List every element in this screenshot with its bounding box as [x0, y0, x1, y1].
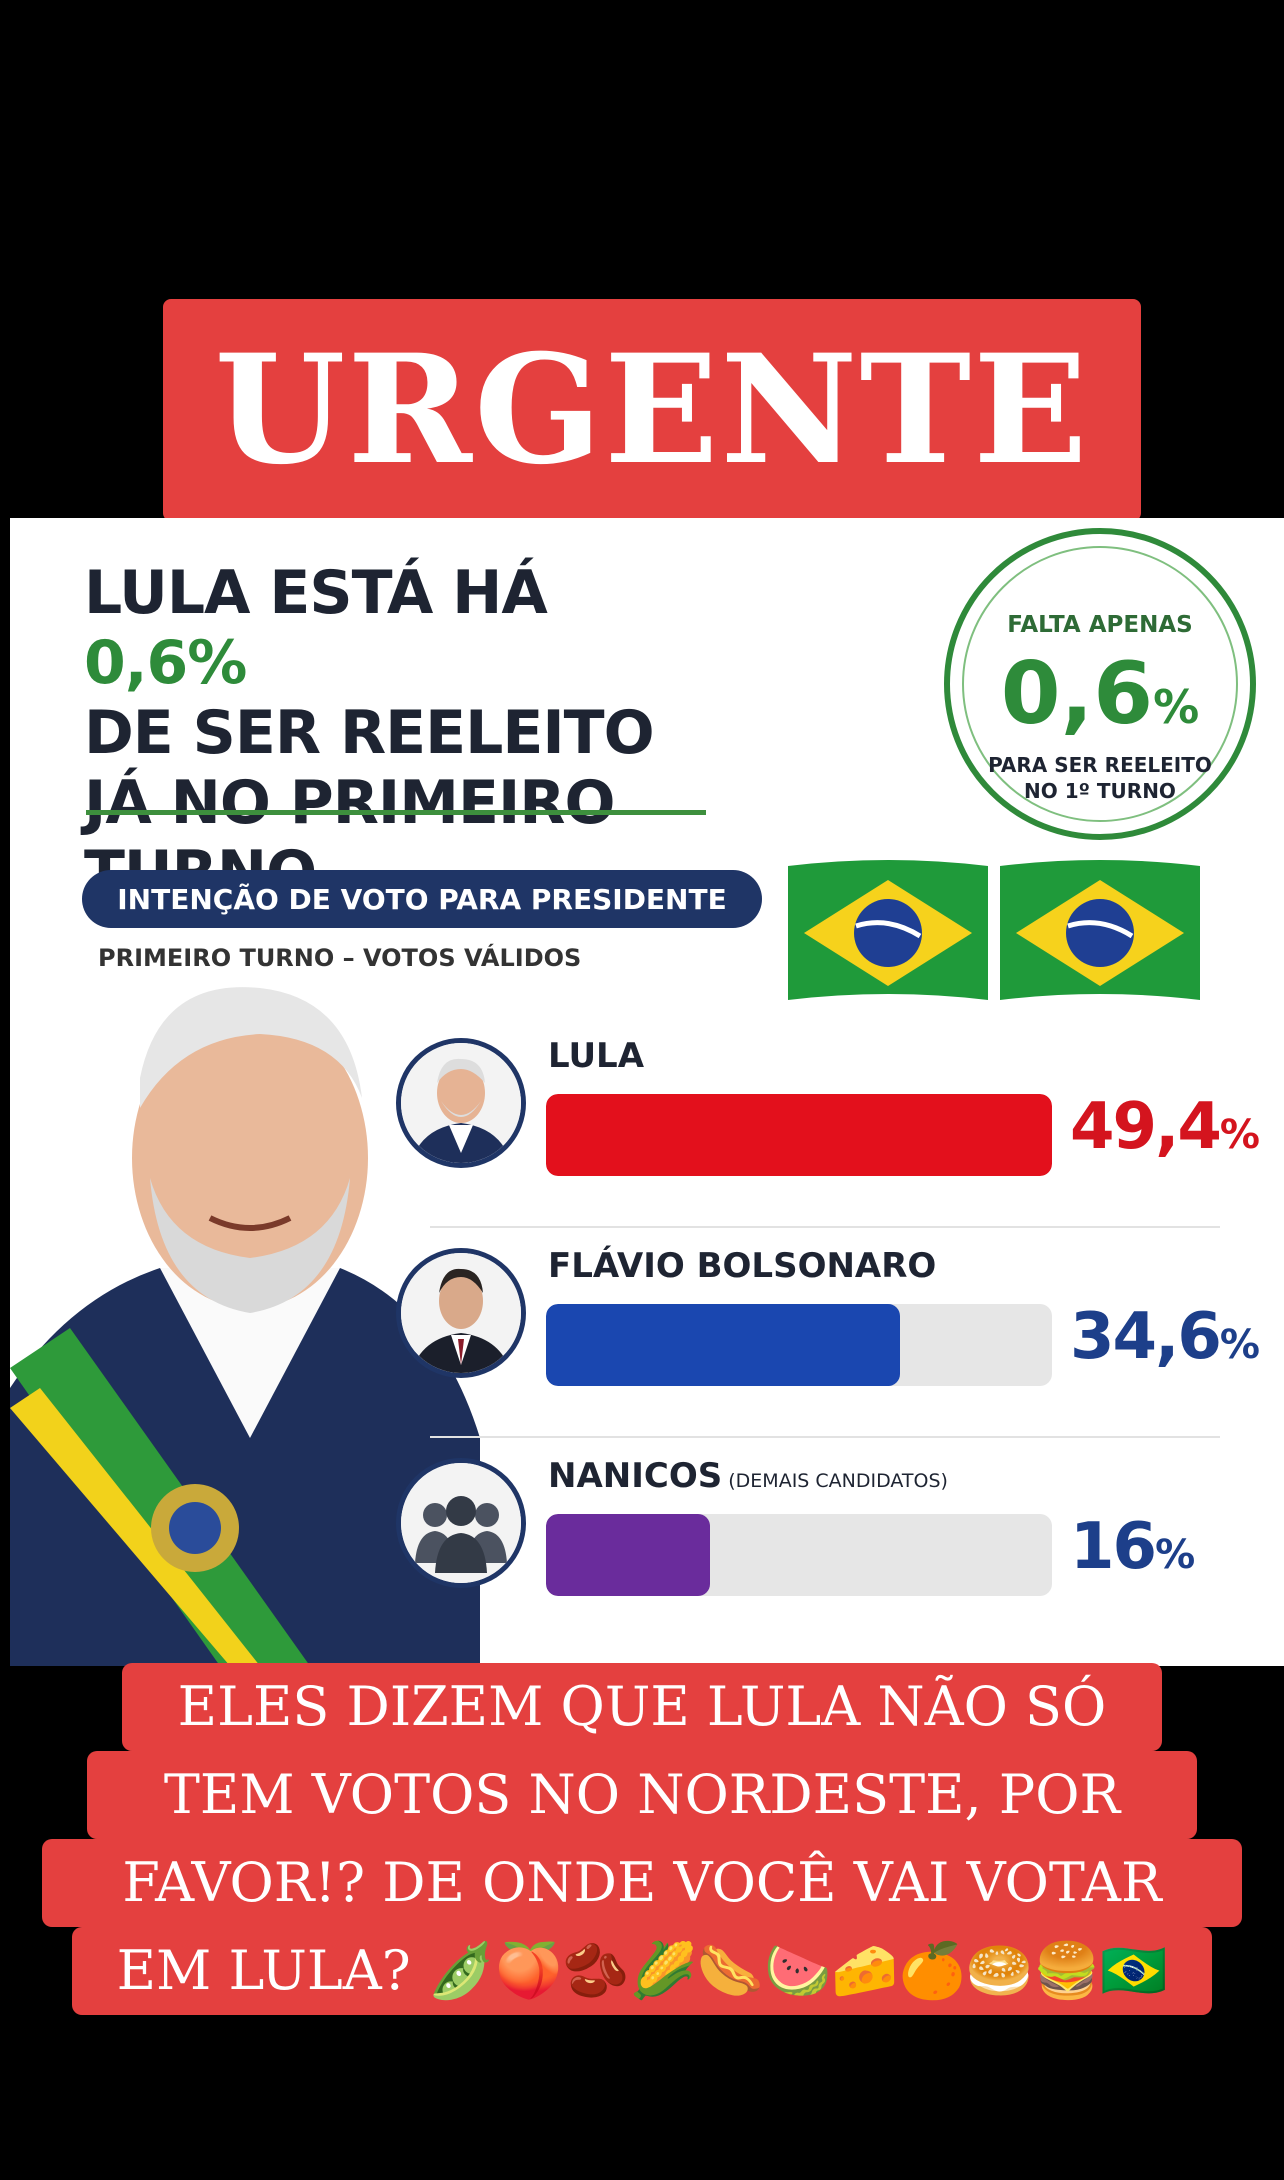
candidate-avatar — [396, 1458, 526, 1588]
bar-track — [546, 1514, 1052, 1596]
bar — [546, 1094, 1052, 1176]
candidate-note: (DEMAIS CANDIDATOS) — [722, 1470, 948, 1492]
badge-bottom-text: PARA SER REELEITO NO 1º TURNO — [950, 752, 1250, 804]
bar-value-label: 16% — [1070, 1510, 1195, 1584]
headline-value: 0,6% — [84, 628, 247, 698]
badge-bottom-1: PARA SER REELEITO — [988, 753, 1212, 777]
candidate-name: LULA — [548, 1036, 644, 1076]
caption-box: ELES DIZEM QUE LULA NÃO SÓ TEM VOTOS NO … — [42, 1663, 1242, 2015]
headline-lead: LULA ESTÁ HÁ — [84, 558, 548, 628]
candidate-avatar — [396, 1248, 526, 1378]
caption-line-2: TEM VOTOS NO NORDESTE, POR — [87, 1751, 1197, 1839]
candidate-name: NANICOS (DEMAIS CANDIDATOS) — [548, 1456, 948, 1496]
brazil-flag-icon — [1000, 860, 1200, 1000]
bar-value-number: 16 — [1070, 1510, 1157, 1584]
banner-text: URGENTE — [214, 322, 1090, 498]
headline-rest: DE SER REELEITO JÁ NO PRIMEIRO TURNO. — [84, 698, 655, 908]
bar-value-number: 49,4 — [1070, 1090, 1222, 1164]
bar — [546, 1514, 710, 1596]
urgente-banner: URGENTE — [163, 299, 1141, 521]
bar-value-number: 34,6 — [1070, 1300, 1222, 1374]
caption-line-4: EM LULA? 🫛🍑🫘🌽🌭🍉🧀🍊🥯🍔🇧🇷 — [72, 1927, 1212, 2015]
section-pill: INTENÇÃO DE VOTO PARA PRESIDENTE — [82, 870, 762, 928]
candidate-row: NANICOS (DEMAIS CANDIDATOS) 16% — [10, 1456, 1284, 1608]
bar-value-label: 34,6% — [1070, 1300, 1260, 1374]
row-divider — [430, 1436, 1220, 1438]
bar-value-unit: % — [1219, 1112, 1260, 1158]
bar-category-label: NANICOS — [548, 1456, 723, 1496]
candidate-row: FLÁVIO BOLSONARO 34,6% — [10, 1246, 1284, 1398]
bar-value-unit: % — [1155, 1532, 1195, 1578]
section-subtitle: PRIMEIRO TURNO – VOTOS VÁLIDOS — [98, 944, 582, 972]
caption-line-3: FAVOR!? DE ONDE VOCÊ VAI VOTAR — [42, 1839, 1242, 1927]
badge-value: 0,6% — [950, 644, 1250, 744]
row-divider — [430, 1226, 1220, 1228]
bar-category-label: FLÁVIO BOLSONARO — [548, 1246, 937, 1286]
bar-track — [546, 1304, 1052, 1386]
candidate-name: FLÁVIO BOLSONARO — [548, 1246, 936, 1286]
bar-category-label: LULA — [548, 1036, 645, 1076]
caption-line-1: ELES DIZEM QUE LULA NÃO SÓ — [122, 1663, 1162, 1751]
headline: LULA ESTÁ HÁ 0,6% DE SER REELEITO JÁ NO … — [84, 558, 704, 908]
candidate-row: LULA 49,4% — [10, 1036, 1284, 1188]
badge-number: 0,6 — [1000, 644, 1154, 744]
bar-value-label: 49,4% — [1070, 1090, 1260, 1164]
badge-inner-ring — [962, 546, 1238, 822]
bar-track — [546, 1094, 1052, 1176]
badge-top-text: FALTA APENAS — [1007, 612, 1193, 638]
poll-card: LULA ESTÁ HÁ 0,6% DE SER REELEITO JÁ NO … — [10, 518, 1284, 1666]
bar — [546, 1304, 901, 1386]
lula-portrait — [10, 987, 480, 1666]
remaining-badge: FALTA APENAS 0,6% PARA SER REELEITO NO 1… — [944, 528, 1256, 840]
badge-bottom-2: NO 1º TURNO — [1024, 779, 1176, 803]
brazil-flag-icon — [788, 860, 988, 1000]
candidate-avatar — [396, 1038, 526, 1168]
headline-underline — [86, 810, 706, 815]
bar-value-unit: % — [1219, 1322, 1260, 1368]
badge-unit: % — [1153, 680, 1200, 734]
